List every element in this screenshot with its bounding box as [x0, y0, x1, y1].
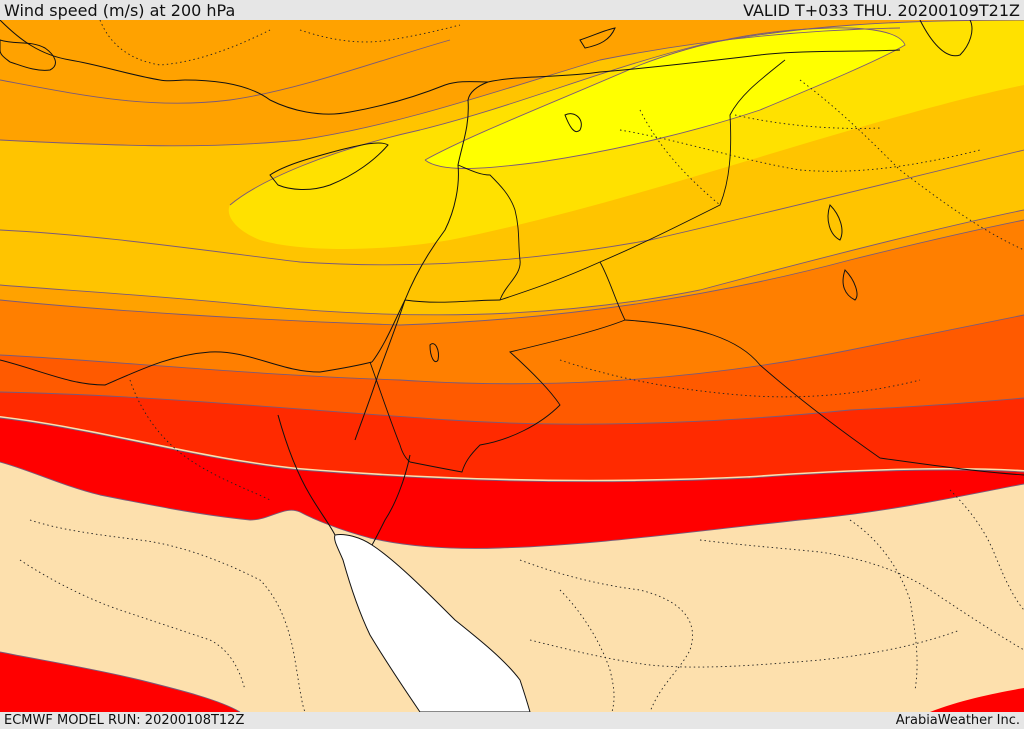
- contour-lines: [0, 20, 1024, 712]
- red-sea: [334, 534, 531, 712]
- footer-bar: ECMWF MODEL RUN: 20200108T12Z ArabiaWeat…: [0, 712, 1024, 729]
- header-bar: Wind speed (m/s) at 200 hPa VALID T+033 …: [0, 0, 1024, 20]
- admin-borders: [19, 20, 1024, 712]
- wind-speed-map: [0, 20, 1024, 712]
- wind-band-southwest: [0, 652, 240, 712]
- wind-band-highest: [0, 418, 1024, 549]
- model-run: ECMWF MODEL RUN: 20200108T12Z: [4, 713, 245, 728]
- credit-text: ArabiaWeather Inc.: [895, 713, 1020, 728]
- valid-time: VALID T+033 THU. 20200109T21Z: [743, 1, 1020, 20]
- wind-band-mid: [0, 220, 1024, 384]
- country-borders: [369, 59, 1024, 476]
- wind-band-southeast: [930, 688, 1024, 712]
- wind-band-lowest: [425, 27, 905, 169]
- coastlines: [0, 20, 973, 546]
- map-title: Wind speed (m/s) at 200 hPa: [4, 1, 236, 20]
